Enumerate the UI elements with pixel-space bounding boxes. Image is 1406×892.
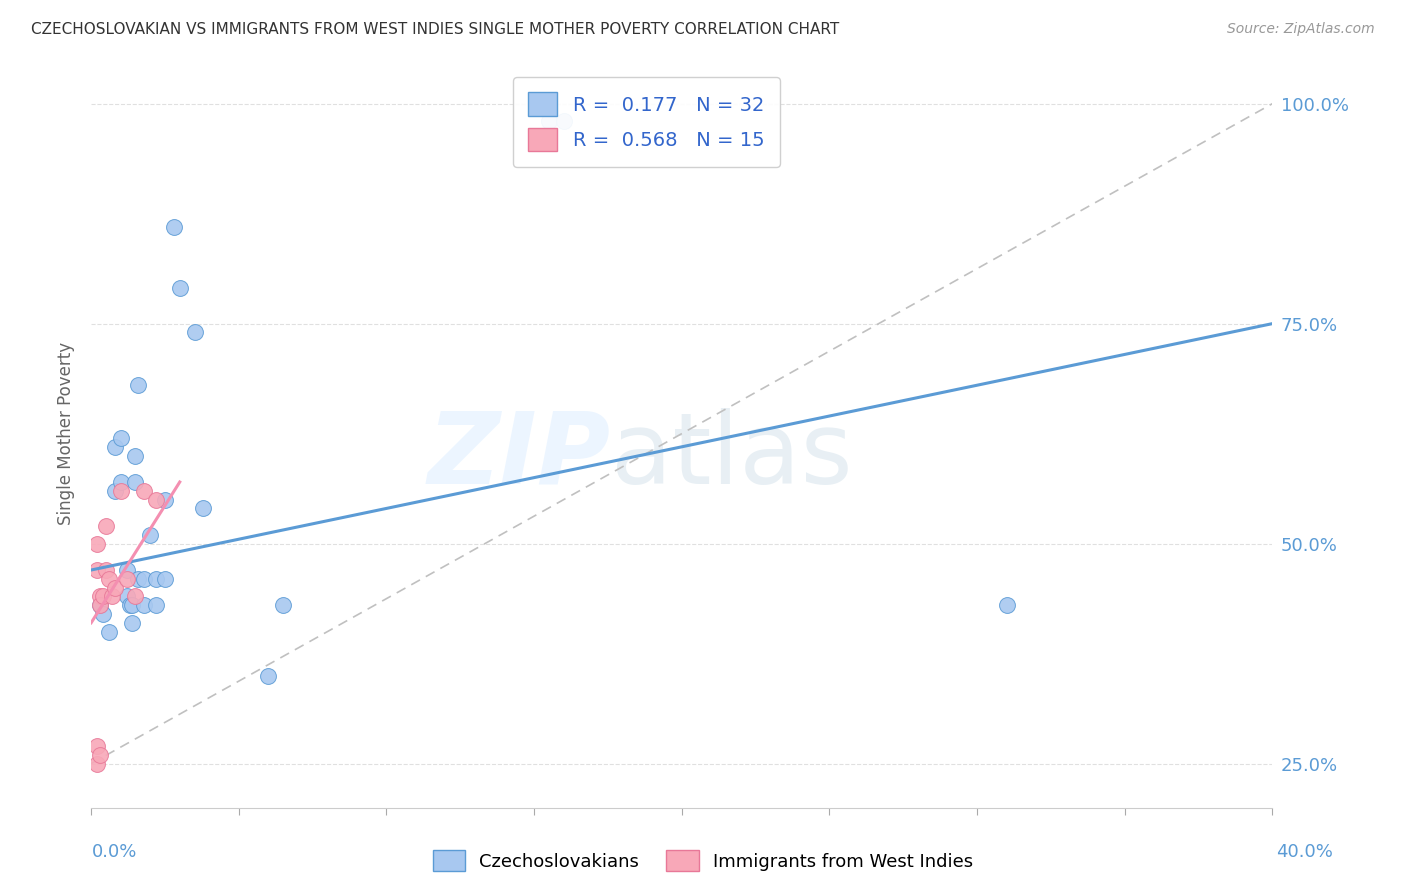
Point [94, 563, 117, 577]
Text: atlas: atlas [612, 408, 852, 505]
Point [91, 590, 114, 604]
Point [145, 598, 167, 612]
Point [86, 536, 108, 550]
Point [104, 581, 127, 595]
Point [553, 114, 575, 128]
Point [86, 563, 108, 577]
Point [134, 598, 156, 612]
Point [115, 563, 138, 577]
Point [153, 572, 176, 586]
Y-axis label: Single Mother Poverty: Single Mother Poverty [58, 342, 75, 525]
Point [86, 739, 108, 753]
Point [89, 747, 111, 762]
Point [89, 590, 111, 604]
Point [97, 572, 120, 586]
Point [89, 598, 111, 612]
Point [257, 668, 280, 682]
Point [94, 519, 117, 533]
Point [163, 219, 186, 234]
Point [110, 475, 132, 489]
Point [127, 378, 149, 392]
Point [145, 492, 167, 507]
Point [134, 572, 156, 586]
Point [124, 449, 146, 463]
Point [124, 590, 146, 604]
Text: CZECHOSLOVAKIAN VS IMMIGRANTS FROM WEST INDIES SINGLE MOTHER POVERTY CORRELATION: CZECHOSLOVAKIAN VS IMMIGRANTS FROM WEST … [31, 22, 839, 37]
Point [97, 624, 120, 639]
Legend: R =  0.177   N = 32, R =  0.568   N = 15: R = 0.177 N = 32, R = 0.568 N = 15 [513, 77, 780, 167]
Point [91, 607, 114, 621]
Point [153, 492, 176, 507]
Point [271, 598, 294, 612]
Point [110, 483, 132, 498]
Point [995, 598, 1018, 612]
Point [537, 114, 560, 128]
Point [104, 483, 127, 498]
Point [115, 572, 138, 586]
Text: ZIP: ZIP [427, 408, 612, 505]
Point [145, 572, 167, 586]
Point [169, 281, 191, 295]
Point [101, 590, 124, 604]
Point [121, 598, 143, 612]
Text: 0.0%: 0.0% [91, 843, 136, 861]
Point [89, 598, 111, 612]
Text: 40.0%: 40.0% [1277, 843, 1333, 861]
Point [139, 528, 162, 542]
Point [193, 501, 215, 516]
Point [115, 590, 138, 604]
Point [134, 483, 156, 498]
Point [118, 598, 141, 612]
Legend: Czechoslovakians, Immigrants from West Indies: Czechoslovakians, Immigrants from West I… [425, 843, 981, 879]
Point [110, 431, 132, 445]
Point [124, 475, 146, 489]
Point [86, 756, 108, 771]
Point [127, 572, 149, 586]
Point [183, 326, 205, 340]
Text: Source: ZipAtlas.com: Source: ZipAtlas.com [1227, 22, 1375, 37]
Point [121, 615, 143, 630]
Point [104, 440, 127, 454]
